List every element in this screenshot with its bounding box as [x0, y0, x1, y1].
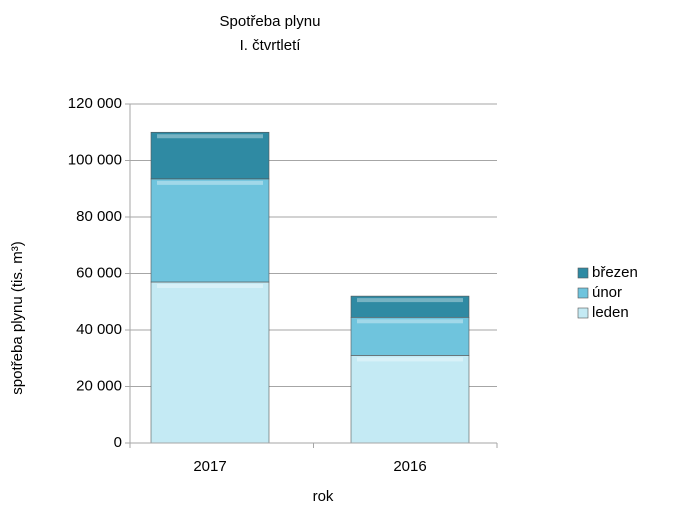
bar-segment — [150, 131, 270, 180]
bar-highlight — [157, 283, 263, 288]
y-axis-label: spotřeba plynu (tis. m³) — [9, 241, 26, 394]
bar-segment — [350, 316, 470, 356]
bar-highlight — [357, 319, 463, 324]
x-tick-label: 2017 — [193, 458, 226, 475]
bar-segment — [350, 355, 470, 444]
bar-highlight — [157, 180, 263, 185]
y-tick-label: 100 000 — [68, 151, 122, 168]
bar-segment — [150, 178, 270, 283]
legend-swatch — [577, 307, 589, 319]
legend-label: leden — [592, 304, 629, 321]
legend-label: březen — [592, 264, 638, 281]
legend-label: únor — [592, 284, 622, 301]
bar-highlight — [357, 298, 463, 303]
bar-segment — [150, 281, 270, 444]
y-tick-label: 40 000 — [76, 321, 122, 338]
x-axis-label: rok — [313, 488, 334, 505]
y-tick-label: 60 000 — [76, 264, 122, 281]
y-tick-label: 120 000 — [68, 95, 122, 112]
chart-subtitle: I. čtvrtletí — [240, 37, 302, 54]
bar-segment — [350, 295, 470, 318]
y-tick-label: 0 — [114, 434, 122, 451]
y-tick-label: 20 000 — [76, 377, 122, 394]
y-tick-label: 80 000 — [76, 208, 122, 225]
bar-highlight — [357, 357, 463, 362]
chart-title: Spotřeba plynu — [220, 13, 321, 30]
legend-swatch — [577, 287, 589, 299]
bar-highlight — [157, 134, 263, 139]
x-tick-label: 2016 — [393, 458, 426, 475]
legend-swatch — [577, 267, 589, 279]
